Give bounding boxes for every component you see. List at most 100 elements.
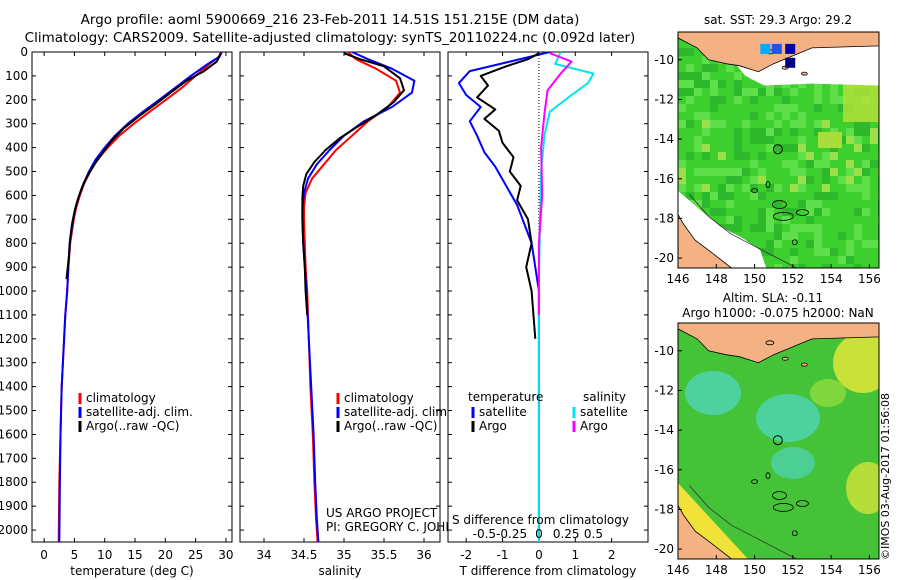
y-tick-label: 400 (5, 141, 28, 155)
sst-cell (758, 168, 766, 176)
sla-mid-blob (810, 379, 846, 407)
sst-cell (790, 104, 798, 112)
sst-cell (814, 200, 822, 208)
sst-cell (814, 192, 822, 200)
sst-cell (806, 224, 814, 232)
reef-outline (751, 479, 758, 485)
sst-cell (862, 184, 870, 192)
sst-cell (870, 128, 878, 136)
sst-cell (726, 184, 734, 192)
x-tick-label: 154 (820, 272, 843, 286)
shelf-edge-line (689, 194, 797, 268)
series-line-argo (65, 52, 222, 280)
sst-cell (782, 144, 790, 152)
sst-cell (726, 64, 734, 72)
temperature-axes-frame (31, 51, 233, 543)
sst-cell (854, 136, 862, 144)
sst-cell (734, 168, 742, 176)
sst-cell (798, 136, 806, 144)
sst-cell (854, 144, 862, 152)
y-tick-label: 200 (5, 93, 28, 107)
sst-cell (710, 120, 718, 128)
sst-cell (686, 192, 694, 200)
difference-xlabel: T difference from climatology (459, 564, 637, 578)
sst-cell (830, 88, 838, 96)
sst-cell (726, 216, 734, 224)
sst-cell (830, 248, 838, 256)
figure-title-line2: Climatology: CARS2009. Satellite-adjuste… (24, 30, 636, 46)
salinity-panel: 34 34.5 35 35.5 36 salinity climatologysatelli… (239, 51, 480, 578)
reef-outline (765, 181, 771, 189)
sst-cell (798, 144, 806, 152)
sst-cell (750, 176, 758, 184)
sst-cell (806, 216, 814, 224)
sst-cell (774, 232, 782, 240)
sst-cell (822, 176, 830, 184)
y-tick-label: 700 (5, 212, 28, 226)
sst-cell (710, 192, 718, 200)
sst-cell (734, 80, 742, 88)
sla_map-field (678, 323, 879, 559)
sst-cell (830, 96, 838, 104)
sst-cell (758, 88, 766, 96)
y-tick-label: -16 (654, 463, 674, 477)
temperature-series-group (57, 52, 223, 542)
sst-map-panel: sat. SST: 29.3 Argo: 29.2 146 148 150 152 154… (654, 13, 880, 286)
sla-map-title-line1: Altim. SLA: -0.11 (723, 291, 823, 305)
sla-high-blob (833, 333, 879, 393)
sst-cell (694, 184, 702, 192)
y-tick-label: 500 (5, 165, 28, 179)
island (800, 362, 808, 367)
sst-cell (814, 80, 822, 88)
sst-cell (734, 176, 742, 184)
sst-cell (798, 168, 806, 176)
sst-cell (702, 120, 710, 128)
sst-cell (702, 80, 710, 88)
s-difference-label: S difference from climatology (452, 513, 629, 527)
sst-cell (766, 208, 774, 216)
s-tick-label: 0 (535, 527, 543, 541)
sst-cell (678, 72, 686, 80)
reef-outline (751, 188, 758, 194)
x-tick-label: 148 (705, 563, 728, 577)
sst-cell (854, 120, 862, 128)
island (781, 356, 789, 361)
sst-cell (726, 200, 734, 208)
sst-cell (798, 80, 806, 88)
x-tick-label: 2 (608, 548, 616, 562)
sst-cell (862, 160, 870, 168)
sst-cell (710, 104, 718, 112)
sst-cell (790, 208, 798, 216)
shelf-edge-line (689, 485, 797, 559)
sst-cell (758, 136, 766, 144)
reef-outline (796, 209, 809, 216)
y-tick-label: -12 (654, 92, 674, 106)
sst-cell (734, 128, 742, 136)
x-tick-label: 152 (781, 272, 804, 286)
sst-cell (774, 120, 782, 128)
sst-cell (702, 144, 710, 152)
sst-cell (798, 224, 806, 232)
x-tick-label: 35 (336, 548, 351, 562)
sst-cell (790, 144, 798, 152)
sst-cell (734, 136, 742, 144)
sst-cell (694, 144, 702, 152)
x-tick-label: 15 (127, 548, 142, 562)
salinity-series-group (301, 52, 416, 542)
x-tick-label: 10 (97, 548, 112, 562)
sst-cell (742, 120, 750, 128)
sst-cell (742, 152, 750, 160)
sst-cell (798, 264, 806, 268)
sst-cell (694, 72, 702, 80)
s-tick-label: 0.5 (584, 527, 603, 541)
sst-cell (734, 72, 742, 80)
temperature-xlabel: temperature (deg C) (70, 564, 193, 578)
y-tick-label: 1000 (0, 284, 28, 298)
sst-cell (718, 152, 726, 160)
sst-cell (830, 192, 838, 200)
y-tick-label: -12 (654, 383, 674, 397)
sst-cell (702, 56, 710, 64)
sst-cell (814, 224, 822, 232)
legend-label: satellite (479, 405, 527, 419)
sst-cell (758, 176, 766, 184)
